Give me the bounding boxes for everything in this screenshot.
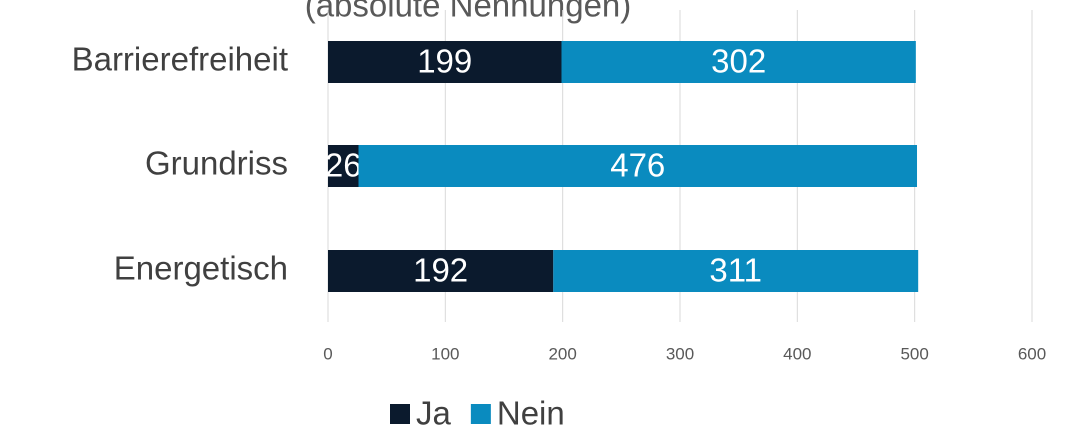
x-tick-label: 500 xyxy=(900,344,928,363)
value-label: 199 xyxy=(417,43,472,80)
y-tick-label: Grundriss xyxy=(145,145,288,182)
value-label: 192 xyxy=(413,252,468,289)
x-tick-label: 400 xyxy=(783,344,811,363)
legend-swatch xyxy=(390,404,410,424)
value-label: 311 xyxy=(709,252,762,289)
value-label: 26 xyxy=(325,147,362,184)
bar-segment xyxy=(328,145,359,187)
legend-label: Ja xyxy=(416,395,452,432)
bar-segment xyxy=(561,41,916,83)
bar-segment xyxy=(358,145,918,187)
x-tick-label: 300 xyxy=(666,344,694,363)
x-tick-label: 600 xyxy=(1018,344,1046,363)
legend-label: Nein xyxy=(497,395,565,432)
value-label: 476 xyxy=(610,147,665,184)
bar-segment xyxy=(328,41,562,83)
y-tick-label: Barrierefreiheit xyxy=(72,41,288,78)
x-tick-label: 100 xyxy=(431,344,459,363)
chart-title: (absolute Nennungen) xyxy=(305,0,632,24)
value-label: 302 xyxy=(711,43,766,80)
legend-swatch xyxy=(470,404,491,424)
y-tick-label: Energetisch xyxy=(114,250,288,287)
bar-segment xyxy=(553,250,919,292)
bar-segment xyxy=(328,250,554,292)
x-tick-label: 200 xyxy=(548,344,576,363)
x-tick-label: 0 xyxy=(323,344,332,363)
